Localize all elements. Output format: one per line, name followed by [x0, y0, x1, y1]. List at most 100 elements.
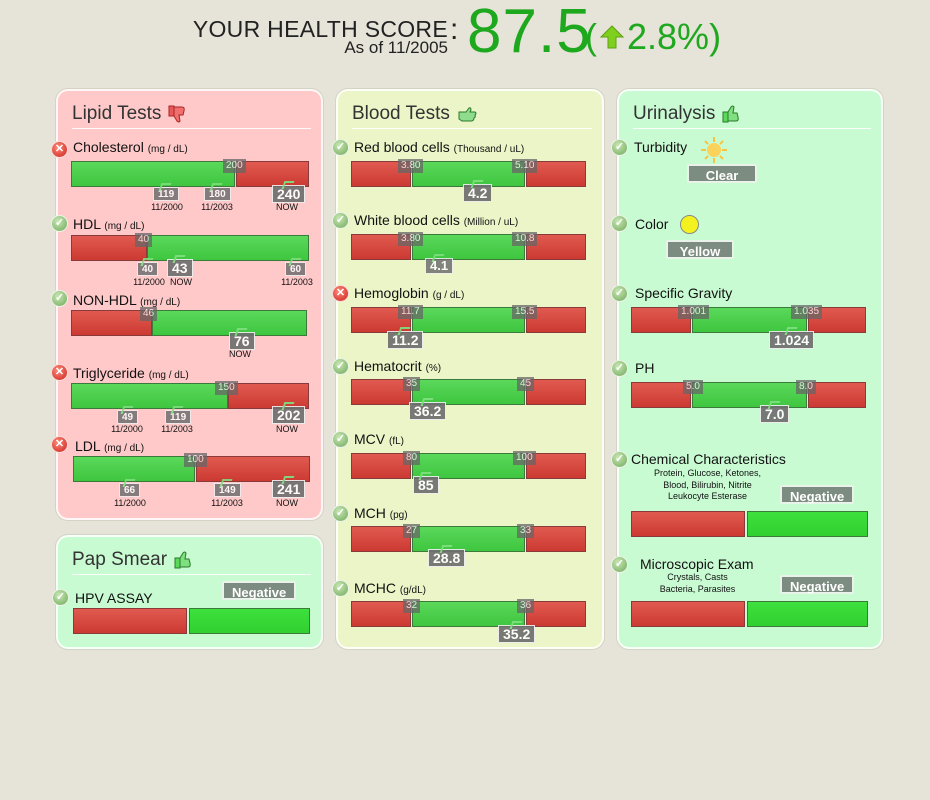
- test-name: MCHC (g/dL): [354, 580, 427, 596]
- low-threshold-tick: 27: [403, 524, 421, 538]
- range-bad-bar: [631, 601, 745, 627]
- current-value: 240: [272, 185, 306, 203]
- status-bad-icon: ✕: [51, 436, 68, 453]
- range-high-bar: [526, 379, 586, 405]
- current-value: 35.2: [498, 625, 536, 643]
- blood-tests-title: Blood Tests: [352, 102, 450, 124]
- range-low-bar: [351, 526, 411, 552]
- history-value: 119: [165, 410, 192, 424]
- history-value: 40: [137, 262, 159, 276]
- test-detail: Protein, Glucose, Ketones, Blood, Biliru…: [653, 468, 762, 501]
- range-bad-bar: [71, 235, 147, 261]
- range-ok-bar: [412, 307, 525, 333]
- status-ok-icon: ✓: [611, 285, 628, 302]
- test-name: LDL (mg / dL): [75, 438, 145, 454]
- test-name: Hemoglobin (g / dL): [354, 285, 465, 301]
- history-value: 149: [214, 483, 241, 497]
- current-value: 28.8: [428, 549, 466, 567]
- low-threshold-tick: 3.80: [398, 232, 424, 246]
- range-bad-bar: [73, 608, 187, 634]
- high-threshold-tick: 8.0: [796, 380, 816, 394]
- thumbs-sideways-icon: [458, 106, 477, 121]
- range-ok-bar: [747, 511, 868, 537]
- range-ok-bar: [412, 234, 525, 260]
- range-bad-bar: [631, 511, 745, 537]
- range-ok-bar: [189, 608, 310, 634]
- current-date: NOW: [170, 277, 192, 287]
- test-name: HPV ASSAY: [75, 590, 153, 606]
- urinalysis-title: Urinalysis: [633, 102, 716, 124]
- header: YOUR HEALTH SCORE As of 11/2005 : 87.5 (…: [0, 0, 930, 80]
- history-value: 60: [285, 262, 307, 276]
- range-high-bar: [526, 453, 586, 479]
- range-bad-bar: [236, 161, 309, 187]
- range-ok-bar: [412, 526, 525, 552]
- threshold-tick: 46: [140, 307, 158, 321]
- range-ok-bar: [412, 453, 525, 479]
- status-bad-icon: ✕: [332, 285, 349, 302]
- status-ok-icon: ✓: [52, 589, 69, 606]
- range-low-bar: [351, 601, 411, 627]
- test-name: MCV (fL): [354, 431, 405, 447]
- high-threshold-tick: 5.10: [512, 159, 538, 173]
- high-threshold-tick: 45: [517, 377, 535, 391]
- history-date: 11/2000: [151, 202, 183, 212]
- test-name: MCH (pg): [354, 505, 408, 521]
- result-badge: Negative: [780, 575, 855, 594]
- lipid-tests-panel: Lipid Tests: [56, 89, 323, 520]
- health-score-title: YOUR HEALTH SCORE: [192, 16, 448, 42]
- status-ok-icon: ✓: [332, 505, 349, 522]
- range-high-bar: [526, 601, 586, 627]
- result-badge: Negative: [222, 581, 297, 600]
- status-ok-icon: ✓: [51, 290, 68, 307]
- range-high-bar: [808, 382, 866, 408]
- current-value: 11.2: [387, 331, 424, 349]
- status-ok-icon: ✓: [332, 139, 349, 156]
- result-badge: Clear: [687, 164, 757, 183]
- threshold-tick: 150: [215, 381, 238, 395]
- high-threshold-tick: 1.035: [791, 305, 823, 319]
- low-threshold-tick: 3.80: [398, 159, 424, 173]
- low-threshold-tick: 1.001: [678, 305, 710, 319]
- result-badge: Yellow: [666, 240, 734, 259]
- range-ok-bar: [747, 601, 868, 627]
- status-ok-icon: ✓: [611, 139, 628, 156]
- colon: :: [450, 13, 459, 46]
- status-ok-icon: ✓: [332, 212, 349, 229]
- paren-open: (: [585, 16, 597, 57]
- range-ok-bar: [692, 382, 807, 408]
- test-name: NON-HDL (mg / dL): [73, 292, 181, 308]
- threshold-tick: 200: [223, 159, 246, 173]
- range-ok-bar: [412, 601, 525, 627]
- status-ok-icon: ✓: [611, 451, 628, 468]
- low-threshold-tick: 11.7: [398, 305, 423, 319]
- history-value: 119: [153, 187, 180, 201]
- thumbs-down-icon: [168, 105, 186, 122]
- status-ok-icon: ✓: [332, 358, 349, 375]
- history-date: 11/2003: [211, 498, 243, 508]
- status-ok-icon: ✓: [51, 215, 68, 232]
- health-score-value: 87.5: [467, 0, 592, 66]
- score-change-value: 2.8%: [627, 16, 710, 57]
- range-ok-bar: [147, 235, 309, 261]
- test-name: Chemical Characteristics: [631, 451, 786, 467]
- test-name: PH: [635, 360, 655, 376]
- high-threshold-tick: 36: [517, 599, 535, 613]
- range-ok-bar: [692, 307, 807, 333]
- history-date: 11/2003: [201, 202, 233, 212]
- paren-close: ): [709, 16, 722, 57]
- test-name: Cholesterol (mg / dL): [73, 139, 188, 155]
- urinalysis-header: Urinalysis: [633, 99, 871, 129]
- history-date: 11/2000: [111, 424, 143, 434]
- history-date: 11/2000: [133, 277, 165, 287]
- range-ok-bar: [71, 161, 235, 187]
- current-value: 43: [167, 259, 193, 277]
- status-ok-icon: ✓: [332, 580, 349, 597]
- sun-icon: [701, 137, 727, 163]
- low-threshold-tick: 5.0: [683, 380, 703, 394]
- status-bad-icon: ✕: [51, 364, 68, 381]
- high-threshold-tick: 15.5: [512, 305, 538, 319]
- test-name: White blood cells (Million / uL): [354, 212, 519, 228]
- range-low-bar: [351, 379, 411, 405]
- range-low-bar: [631, 382, 691, 408]
